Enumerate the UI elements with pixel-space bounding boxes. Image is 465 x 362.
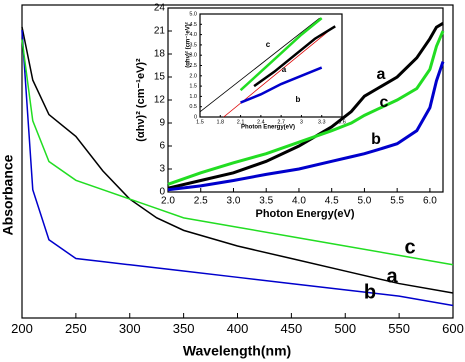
x-tick-label: 4.5 — [325, 196, 339, 207]
y-axis-label: Absorbance — [0, 154, 16, 235]
y-tick-label: 3.5 — [189, 42, 197, 48]
y-tick-label: 5.0 — [189, 11, 197, 17]
x-tick-label: 2.7 — [277, 119, 285, 125]
y-tick-label: 6 — [159, 141, 165, 152]
x-tick-label: 450 — [281, 321, 303, 336]
x-tick-label: 2.0 — [161, 196, 175, 207]
y-tick-label: 18 — [154, 49, 166, 60]
series-line — [167, 30, 445, 186]
y-tick-label: 9 — [159, 118, 165, 129]
x-tick-label: 1.5 — [196, 119, 204, 125]
x-tick-label: 6.0 — [423, 196, 437, 207]
x-axis-label: Photon Energy(eV) — [255, 208, 354, 220]
series-line — [21, 39, 454, 266]
series-label: b — [371, 131, 381, 148]
x-tick-label: 3.3 — [318, 119, 326, 125]
x-tick-label: 2.5 — [194, 196, 208, 207]
series-line — [21, 29, 454, 307]
y-tick-label: 2.0 — [189, 73, 197, 79]
plot-frame — [199, 13, 343, 118]
series-label: c — [404, 236, 415, 258]
y-tick-label: 12 — [154, 95, 166, 106]
y-tick-label: 0.5 — [189, 104, 197, 110]
x-tick-label: 250 — [65, 321, 87, 336]
y-tick-label: 1.0 — [189, 94, 197, 100]
y-tick-label: 3.0 — [189, 53, 197, 59]
y-axis-label: (αhν)² (cm⁻¹eV)² — [185, 22, 192, 68]
x-tick-label: 3 — [300, 119, 303, 125]
y-tick-label: 4.5 — [189, 22, 197, 28]
x-tick-label: 550 — [388, 321, 410, 336]
series-label: b — [296, 95, 301, 104]
x-tick-label: 5.0 — [357, 196, 371, 207]
series-label: a — [386, 265, 398, 287]
fit-line — [199, 17, 320, 113]
y-tick-label: 4.0 — [189, 32, 197, 38]
y-tick-label: 15 — [154, 72, 166, 83]
series-label: a — [282, 65, 287, 74]
x-axis-label: Wavelength(nm) — [183, 343, 291, 359]
series-label: c — [266, 40, 271, 49]
y-tick-label: 2.5 — [189, 63, 197, 69]
series-line — [167, 22, 444, 190]
x-tick-label: 400 — [227, 321, 249, 336]
y-tick-label: 21 — [154, 26, 166, 37]
y-tick-label: 0 — [194, 114, 197, 120]
y-axis-label: (αhν)² (cm⁻¹eV)² — [135, 58, 147, 142]
y-tick-label: 0 — [159, 187, 165, 198]
x-tick-label: 3.5 — [259, 196, 273, 207]
series-label: a — [377, 66, 386, 83]
x-tick-label: 200 — [11, 321, 33, 336]
x-tick-label: 3.6 — [338, 119, 346, 125]
series-label: b — [364, 281, 376, 303]
x-tick-label: 3.0 — [227, 196, 241, 207]
x-tick-label: 4.0 — [292, 196, 306, 207]
x-tick-label: 2.1 — [237, 119, 245, 125]
series-line — [240, 66, 323, 104]
x-tick-label: 2.4 — [257, 119, 265, 125]
x-axis-label: Photon Energy(eV) — [241, 125, 295, 131]
x-tick-label: 5.5 — [390, 196, 404, 207]
series-label: c — [380, 94, 389, 111]
y-tick-label: 3 — [159, 164, 165, 175]
x-tick-label: 1.8 — [216, 119, 224, 125]
x-tick-label: 350 — [173, 321, 195, 336]
series-line — [167, 61, 445, 192]
series-line — [21, 26, 454, 294]
x-tick-label: 300 — [119, 321, 141, 336]
x-tick-label: 500 — [334, 321, 356, 336]
series-line — [239, 17, 323, 92]
y-tick-label: 24 — [154, 3, 166, 14]
series-line — [253, 25, 336, 88]
y-tick-label: 1.5 — [189, 84, 197, 90]
x-tick-label: 600 — [442, 321, 464, 336]
